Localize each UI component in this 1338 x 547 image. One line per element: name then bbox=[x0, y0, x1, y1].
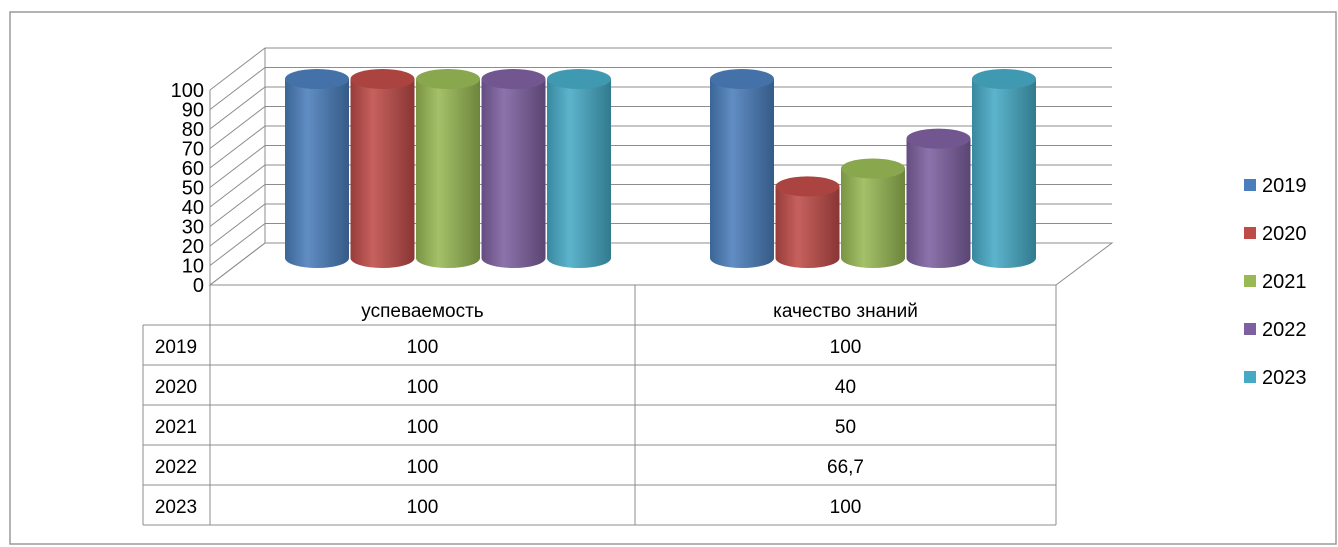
bar-body bbox=[775, 186, 840, 268]
table-cell: 100 bbox=[407, 377, 439, 398]
legend-swatch-2020 bbox=[1244, 227, 1256, 239]
bar-body bbox=[285, 79, 349, 268]
side-gridline bbox=[209, 67, 266, 110]
side-gridline bbox=[209, 106, 266, 149]
table-cell: 66,7 bbox=[827, 457, 864, 478]
side-gridline bbox=[209, 164, 266, 208]
table-row-label: 2023 bbox=[155, 497, 197, 518]
table-header-cell: качество знаний bbox=[773, 301, 918, 322]
table-cell: 100 bbox=[830, 497, 862, 518]
side-gridline bbox=[209, 223, 266, 266]
table-row-label: 2020 bbox=[155, 377, 197, 398]
bar-2022-2 bbox=[906, 128, 971, 268]
bar-2023-2 bbox=[972, 69, 1036, 268]
bar-top bbox=[906, 128, 971, 149]
bar-top bbox=[481, 69, 546, 89]
legend-swatch-2021 bbox=[1244, 275, 1256, 287]
table-row-label: 2019 bbox=[155, 337, 197, 358]
bar-2021-1 bbox=[416, 69, 480, 268]
side-gridline bbox=[209, 184, 266, 227]
legend-label-2020: 2020 bbox=[1262, 223, 1307, 245]
table-cell: 100 bbox=[830, 337, 862, 358]
chart-border bbox=[9, 11, 1337, 545]
legend-label-2019: 2019 bbox=[1262, 175, 1307, 197]
table-header-cell: успеваемость bbox=[361, 301, 483, 322]
bar-body bbox=[841, 168, 905, 268]
table-cell: 40 bbox=[835, 377, 856, 398]
y-tick-label: 70 bbox=[182, 139, 204, 161]
table-row-label: 2021 bbox=[155, 417, 197, 438]
side-gridline bbox=[209, 242, 266, 286]
y-tick-label: 90 bbox=[182, 100, 204, 122]
side-gridline bbox=[209, 125, 266, 169]
table-cell: 100 bbox=[407, 337, 439, 358]
bar-top bbox=[775, 176, 840, 197]
side-gridline bbox=[209, 203, 266, 247]
bar-body bbox=[710, 79, 774, 268]
side-gridline bbox=[209, 145, 266, 188]
y-tick-label: 0 bbox=[193, 275, 204, 297]
bar-2023-1 bbox=[547, 69, 611, 268]
data-table: успеваемость качество знаний 2019 100 100 202… bbox=[142, 285, 1057, 526]
bar-top bbox=[972, 69, 1036, 89]
bar-top bbox=[547, 69, 611, 89]
bar-body bbox=[481, 79, 546, 268]
y-tick-label: 50 bbox=[182, 178, 204, 200]
bar-2021-2 bbox=[841, 158, 905, 268]
y-tick-label: 20 bbox=[182, 236, 204, 258]
bar-body bbox=[416, 79, 480, 268]
bar-2019-1 bbox=[285, 69, 349, 268]
bar-body bbox=[906, 138, 971, 268]
y-tick-label: 40 bbox=[182, 197, 204, 219]
bar-top bbox=[350, 69, 415, 89]
bar-2020-1 bbox=[350, 69, 415, 268]
bar-top bbox=[285, 69, 349, 89]
table-row-label: 2022 bbox=[155, 457, 197, 478]
legend-swatch-2022 bbox=[1244, 323, 1256, 335]
bar-top bbox=[710, 69, 774, 89]
side-gridline bbox=[209, 86, 266, 130]
table-cell: 100 bbox=[407, 417, 439, 438]
bar-body bbox=[972, 79, 1036, 268]
legend-swatch-2019 bbox=[1244, 179, 1256, 191]
bars bbox=[285, 69, 1036, 268]
legend-label-2021: 2021 bbox=[1262, 271, 1307, 293]
table-cell: 50 bbox=[835, 417, 856, 438]
y-tick-label: 30 bbox=[182, 217, 204, 239]
bar-2022-1 bbox=[481, 69, 546, 268]
bar-top bbox=[416, 69, 480, 89]
bar-body bbox=[547, 79, 611, 268]
legend-label-2022: 2022 bbox=[1262, 319, 1307, 341]
y-tick-label: 80 bbox=[182, 119, 204, 141]
y-tick-label: 10 bbox=[182, 256, 204, 278]
y-tick-label: 60 bbox=[182, 158, 204, 180]
bar-2020-2 bbox=[775, 176, 840, 268]
bar-top bbox=[841, 158, 905, 179]
table-cell: 100 bbox=[407, 457, 439, 478]
table-cell: 100 bbox=[407, 497, 439, 518]
bar-body bbox=[350, 79, 415, 268]
side-gridline bbox=[209, 47, 266, 91]
bar-2019-2 bbox=[710, 69, 774, 268]
legend: 2019 2020 2021 2022 2023 bbox=[1244, 175, 1307, 389]
legend-label-2023: 2023 bbox=[1262, 367, 1307, 389]
legend-swatch-2023 bbox=[1244, 371, 1256, 383]
y-tick-label: 100 bbox=[171, 80, 204, 102]
